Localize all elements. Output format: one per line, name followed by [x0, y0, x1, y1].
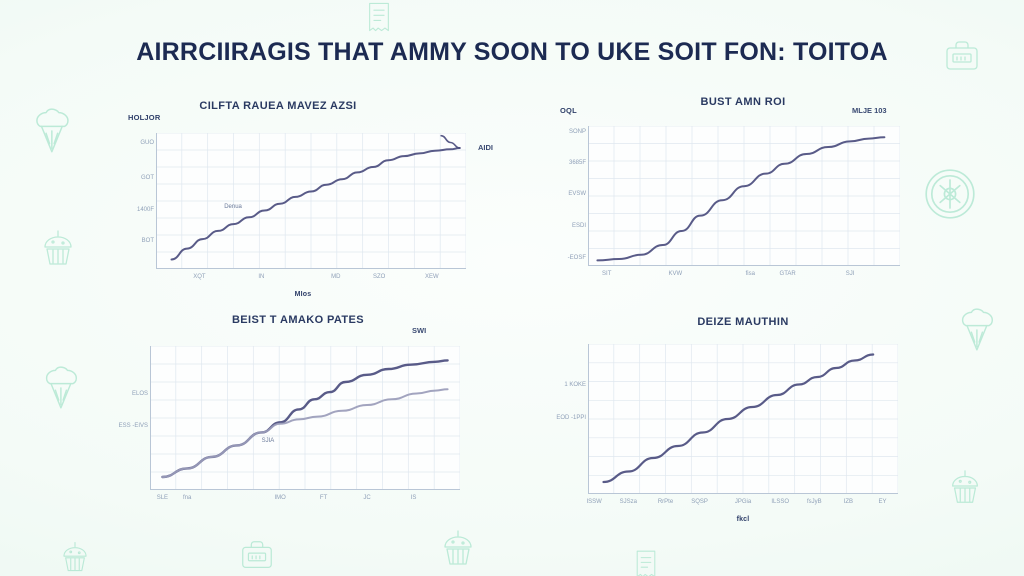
y-tick-label: -EOSF [567, 255, 586, 261]
y-tick-label: 3685F [568, 159, 586, 166]
x-tick-label: ILSSO [771, 499, 790, 505]
page-title: AIRRCIIRAGIS THAT AMMY SOON TO UKE SOIT … [136, 38, 888, 66]
y-axis-label: OQL [560, 106, 577, 115]
plot-area [150, 346, 460, 490]
x-tick-label: GTAR [779, 271, 796, 277]
chart-corner-note: MLJE 103 [852, 106, 887, 115]
x-tick-label: fna [183, 495, 192, 501]
chart-title: CILFTA RAUEA MAVEZ AZSI [199, 100, 357, 112]
x-tick-label: IN [258, 274, 265, 280]
x-tick-label: fsJyB [806, 499, 822, 505]
x-tick-label: IZB [843, 499, 854, 505]
chart-panel-1: BUST AMN ROI OQL MLJE 103 SONP 3685F EVSW ESDI… [558, 96, 928, 294]
x-tick-label: SZO [373, 274, 386, 280]
chart-title: BEIST T AMAKO PATES [231, 314, 365, 326]
series-inline-note: Denua [224, 203, 242, 210]
x-axis-label: MIos [294, 291, 312, 298]
x-tick-label: SJSza [619, 499, 637, 505]
chart-title: DEIZE MAUTHIN [697, 316, 789, 328]
chart-panel-2: BEIST T AMAKO PATESSWIrIUOELOSESS -EIVSS… [118, 314, 488, 524]
y-tick-label: 1400F [136, 206, 154, 213]
x-tick-label: RrPte [657, 499, 674, 505]
x-tick-label: XEW [425, 274, 439, 280]
x-tick-label: SQSP [691, 499, 708, 505]
y-tick-label: ELOS [131, 390, 148, 397]
x-tick-label: EY [878, 499, 887, 505]
y-tick-label: ESDI [571, 222, 586, 229]
x-tick-label: IMO [274, 495, 286, 501]
y-tick-label: EOD -1PPI [556, 415, 586, 421]
y-tick-label: 1 KOKE [564, 382, 586, 388]
x-tick-label: JC [363, 495, 371, 501]
chart-title: BUST AMN ROI [700, 96, 786, 108]
x-tick-label: SLE [156, 495, 169, 501]
chart-panel-0: CILFTA RAUEA MAVEZ AZSI HOLJOR AIDI MIos GUO… [118, 100, 493, 305]
x-tick-label: ISSW [586, 499, 602, 505]
plot-area [588, 126, 900, 266]
plot-area [588, 344, 898, 494]
x-tick-label: FT [319, 495, 328, 501]
x-tick-label: XQT [193, 274, 206, 280]
y-tick-label: GUO [140, 139, 154, 146]
series-inline-note: SJIA [261, 438, 275, 445]
x-tick-label: SJI [845, 271, 855, 277]
x-tick-label: JPGia [734, 499, 752, 505]
x-tick-label: MD [331, 274, 341, 280]
y-tick-label: SONP [568, 129, 586, 135]
plot-area [156, 133, 466, 269]
x-tick-label: IS [410, 495, 417, 501]
y-axis-label: HOLJOR [128, 113, 161, 122]
x-tick-label: fisa [745, 271, 755, 277]
y-tick-label: BOT [141, 237, 154, 244]
x-tick-label: SIT [602, 271, 612, 277]
x-tick-label: KVW [668, 271, 683, 277]
y-tick-label: ESS -EIVS [118, 422, 148, 429]
chart-corner-note: SWI [412, 326, 427, 335]
y-tick-label: EVSW [568, 190, 586, 197]
chart-panel-3: DEIZE MAUTHIN fkcl 1 KOKE EOD -1PPI ISSW SJSz… [556, 316, 928, 528]
y-tick-label: GOT [141, 175, 154, 182]
x-axis-label: fkcl [736, 516, 750, 523]
chart-corner-note: AIDI [478, 143, 493, 152]
